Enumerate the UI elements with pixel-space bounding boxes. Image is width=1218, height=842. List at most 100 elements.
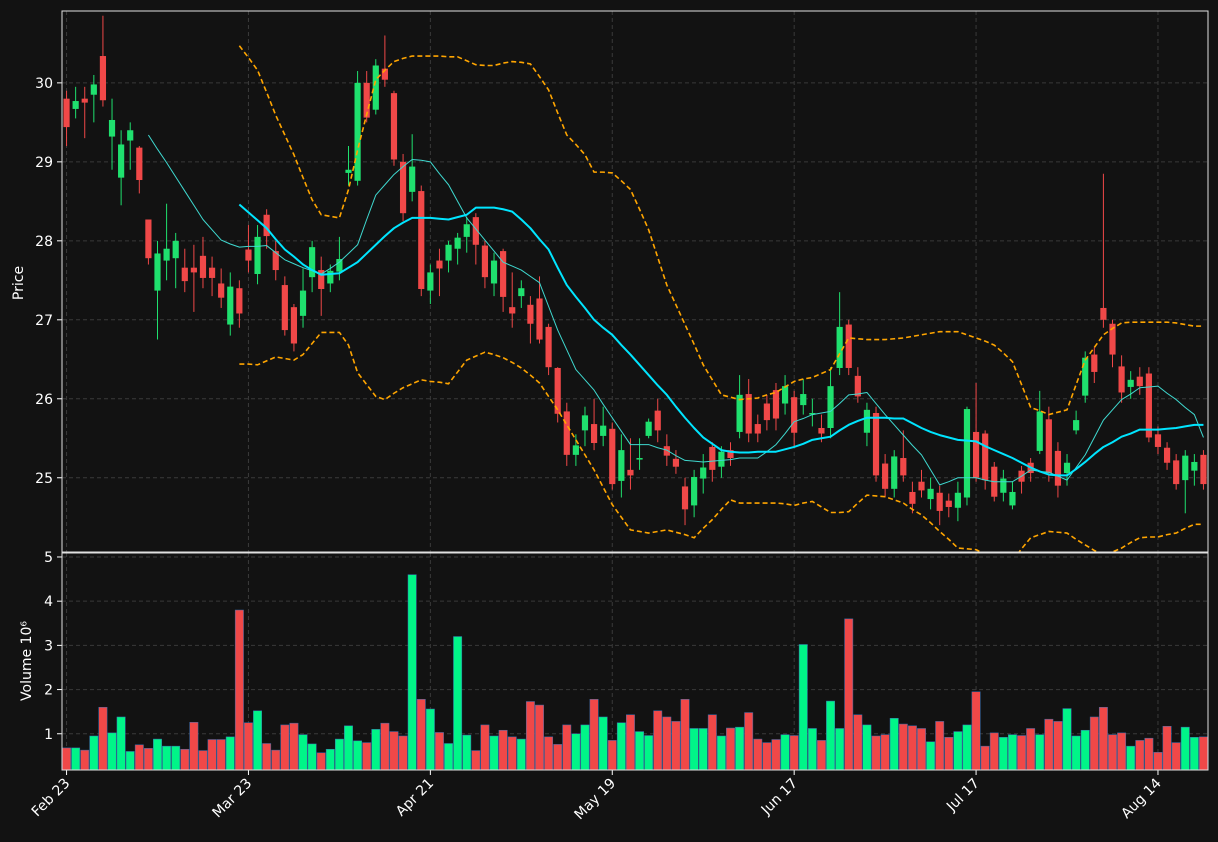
volume-bar <box>898 723 908 770</box>
volume-bar <box>1053 721 1063 770</box>
candle-body <box>1073 420 1080 431</box>
candle-body <box>536 298 543 340</box>
price-frame <box>61 10 1209 553</box>
volume-y-tick-label: 5 <box>44 550 53 566</box>
volume-bar <box>262 743 272 770</box>
volume-bar <box>1199 736 1208 770</box>
volume-bar <box>789 735 799 770</box>
volume-bar <box>917 728 926 770</box>
candle-body <box>272 251 279 271</box>
y-tick-label: 25 <box>35 471 53 487</box>
volume-bar <box>707 714 717 770</box>
volume-bar <box>189 722 199 770</box>
volume-bar <box>826 700 835 770</box>
volume-bar <box>207 739 217 770</box>
volume-bar <box>171 745 181 770</box>
volume-bar <box>244 722 253 770</box>
volume-bar <box>480 724 490 770</box>
volume-bar <box>344 725 353 770</box>
volume-bar <box>362 742 372 770</box>
volume-bar <box>1017 735 1026 770</box>
candle-body <box>927 488 934 500</box>
y-tick-label: 28 <box>35 234 53 250</box>
candle-body <box>518 288 525 297</box>
volume-bar <box>234 609 244 770</box>
candle-body <box>354 82 361 181</box>
volume-bar <box>125 751 135 770</box>
candle-body <box>1100 307 1107 320</box>
volume-bar <box>689 728 699 770</box>
volume-bar <box>89 735 99 770</box>
volume-panel <box>62 574 1208 770</box>
volume-bar <box>453 636 463 770</box>
volume-y-tick-label: 3 <box>44 638 53 654</box>
candle-body <box>863 409 871 433</box>
candle-body <box>691 476 698 506</box>
candle-body <box>1173 460 1180 485</box>
candle-body <box>1091 354 1098 372</box>
candle-body <box>572 445 579 455</box>
candle-body <box>1191 461 1198 471</box>
candle-body <box>336 258 343 272</box>
price-axis-label: Price <box>11 266 27 300</box>
candle-body <box>600 425 607 436</box>
candle-body <box>1118 366 1125 393</box>
candle-body <box>636 458 643 460</box>
candle-body <box>945 500 952 507</box>
candle-body <box>472 217 479 245</box>
candle-body <box>672 458 680 467</box>
candle-body <box>399 161 407 214</box>
volume-bar <box>835 728 845 770</box>
volume-bar <box>553 744 563 770</box>
candle-body <box>108 119 116 137</box>
candle-body <box>791 397 798 433</box>
volume-bar <box>280 724 290 770</box>
volume-bar <box>225 736 235 770</box>
volume-bar <box>1189 737 1199 770</box>
volume-bar <box>580 724 590 770</box>
overlay-line <box>147 134 1204 486</box>
candle-body <box>882 463 889 489</box>
volume-bar <box>753 738 763 770</box>
volume-bar <box>134 744 144 770</box>
volume-bar <box>853 714 863 770</box>
volume-bar <box>1089 716 1099 770</box>
candle-body <box>163 248 170 261</box>
volume-bar <box>1071 735 1081 770</box>
volume-bar <box>153 738 162 770</box>
candle-body <box>1045 419 1052 474</box>
volume-bar <box>880 734 890 770</box>
candle-body <box>500 251 507 297</box>
volume-bar <box>444 743 453 770</box>
volume-bar <box>334 738 344 770</box>
candle-body <box>1127 379 1134 387</box>
candle-body <box>681 486 689 510</box>
volume-bar <box>544 736 554 770</box>
volume-bar <box>389 731 399 770</box>
volume-bar <box>953 731 963 770</box>
y-tick-label: 26 <box>35 392 53 408</box>
volume-bar <box>271 749 281 770</box>
candle-body <box>918 481 925 491</box>
candle-body <box>390 93 398 160</box>
volume-bar <box>662 716 672 770</box>
volume-bar <box>407 574 417 770</box>
volume-bar <box>871 735 881 770</box>
candle-body <box>145 219 152 259</box>
volume-bar <box>598 716 608 770</box>
candle-body <box>663 446 670 456</box>
candle-body <box>490 260 498 284</box>
volume-bar <box>1153 752 1163 770</box>
candle-body <box>645 421 652 436</box>
candle-body <box>563 411 570 455</box>
candle-body <box>818 428 825 434</box>
candle-body <box>245 249 252 261</box>
volume-bar <box>935 721 945 770</box>
volume-bar <box>1062 708 1072 770</box>
candle-body <box>281 285 288 331</box>
candle-body <box>99 56 107 101</box>
candle-body <box>554 367 561 414</box>
candle-body <box>963 409 971 498</box>
candle-body <box>345 169 352 173</box>
